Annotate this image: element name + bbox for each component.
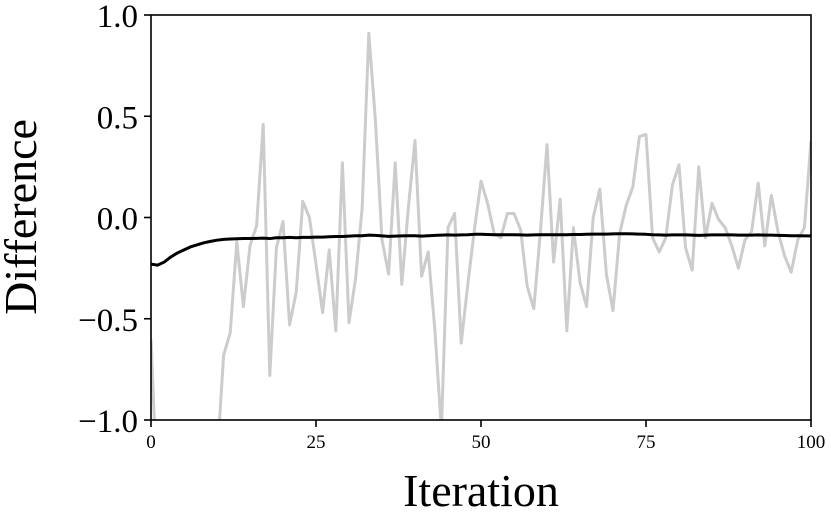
y-tick-label: 0.5 xyxy=(97,100,138,136)
x-tick-label: 75 xyxy=(637,432,656,453)
x-tick-label: 0 xyxy=(146,432,156,453)
y-tick-label: 0.0 xyxy=(97,202,138,238)
y-tick-label: −0.5 xyxy=(78,303,138,339)
series-line-smoothed xyxy=(151,232,811,267)
series-layer xyxy=(151,31,811,420)
y-axis-label: Difference xyxy=(0,119,46,315)
y-tick-label: −1.0 xyxy=(78,404,138,440)
plot-frame xyxy=(150,14,812,421)
series-line-raw xyxy=(151,31,811,420)
x-tick-label: 50 xyxy=(472,432,491,453)
x-axis-ticks: 0 25 50 75 100 xyxy=(146,420,825,453)
y-axis-ticks: −1.0 −0.5 0.0 0.5 1.0 xyxy=(78,0,151,440)
x-axis-label: Iteration xyxy=(403,465,559,516)
x-tick-label: 100 xyxy=(797,432,826,453)
x-tick-label: 25 xyxy=(307,432,326,453)
y-tick-label: 1.0 xyxy=(97,0,138,35)
